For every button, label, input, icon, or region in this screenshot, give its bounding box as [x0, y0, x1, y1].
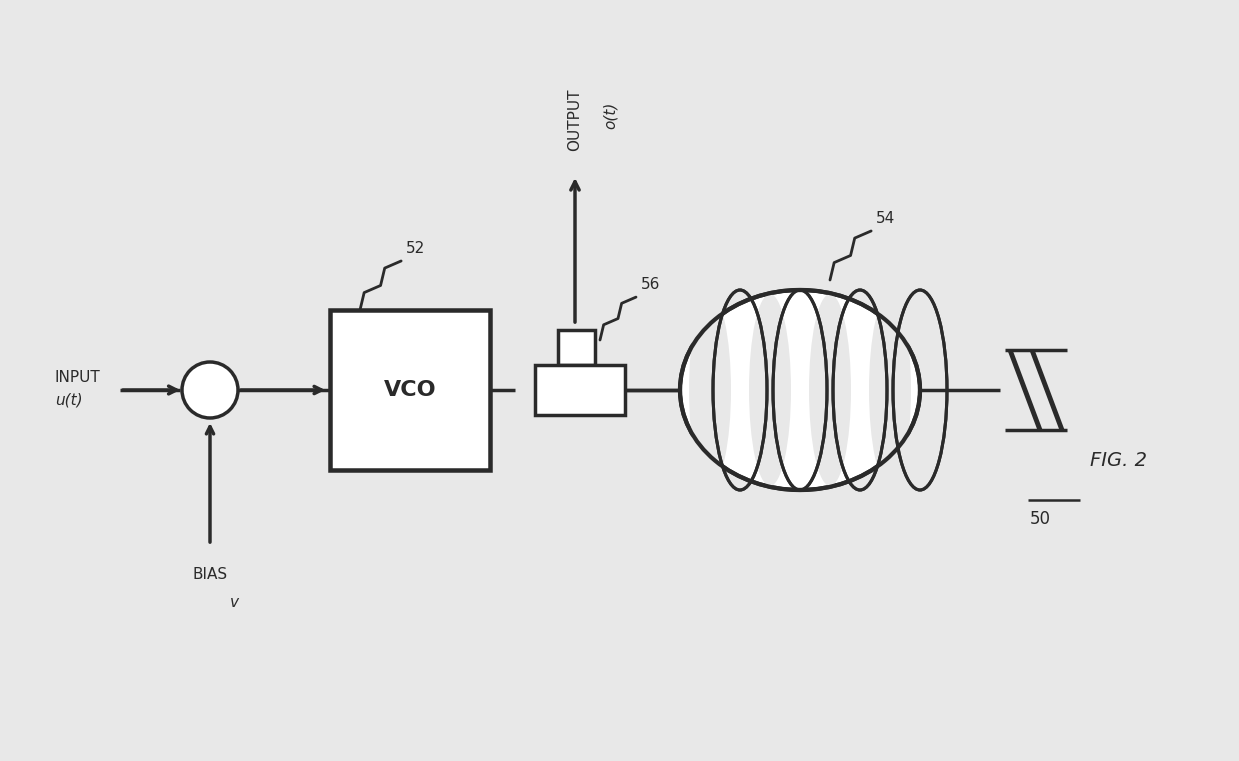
Ellipse shape — [689, 294, 731, 486]
Text: 50: 50 — [1030, 510, 1051, 528]
Bar — [535, 365, 624, 415]
Ellipse shape — [750, 294, 790, 486]
Ellipse shape — [182, 362, 238, 418]
Ellipse shape — [869, 294, 911, 486]
Ellipse shape — [809, 294, 851, 486]
Text: 54: 54 — [876, 211, 896, 226]
Text: v: v — [230, 595, 239, 610]
Ellipse shape — [680, 290, 921, 490]
Text: FIG. 2: FIG. 2 — [1090, 451, 1147, 470]
Text: OUTPUT: OUTPUT — [567, 89, 582, 151]
Text: BIAS: BIAS — [192, 567, 228, 582]
Text: VCO: VCO — [384, 380, 436, 400]
Bar — [558, 330, 595, 365]
Text: 52: 52 — [406, 241, 425, 256]
Text: 56: 56 — [641, 277, 660, 292]
Bar — [330, 310, 489, 470]
Text: u(t): u(t) — [55, 393, 83, 407]
Text: o(t): o(t) — [602, 101, 617, 129]
Text: INPUT: INPUT — [55, 371, 100, 386]
